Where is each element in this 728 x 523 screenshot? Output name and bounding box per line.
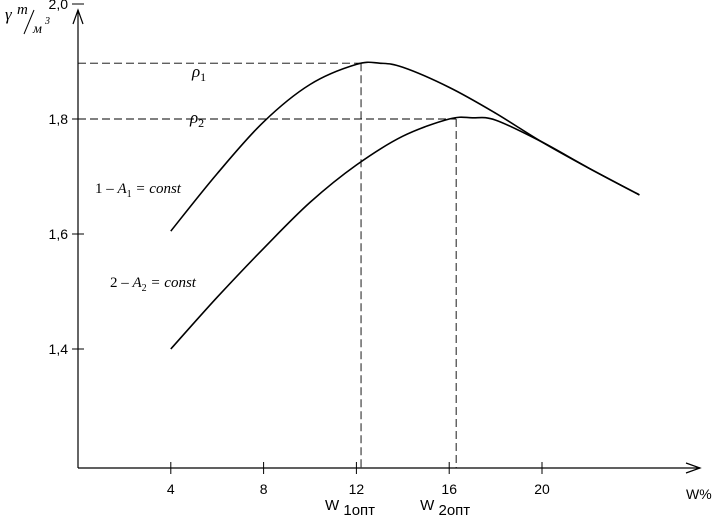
x-tick-label-12: 12 [349, 481, 365, 497]
y-tick-label-1,6: 1,6 [49, 226, 69, 242]
y-axis-unit-slash [23, 9, 35, 35]
x-axis-label: W% [686, 486, 712, 502]
peak-label-rho-1: ρ1 [191, 62, 206, 84]
y-axis-arrow [72, 8, 84, 25]
y-axis-unit-exponent: 3 [44, 16, 50, 27]
x-tick-label-8: 8 [260, 481, 268, 497]
y-tick-label-1,8: 1,8 [49, 111, 69, 127]
ticks: 4 8 12 16 20 1,4 1,6 1,8 2,0 [49, 0, 550, 497]
series-2-label: 2 – A2 = const [110, 275, 197, 294]
axes [72, 8, 702, 474]
guides [78, 62, 457, 468]
optimum-1-label: W 1опт [325, 497, 375, 519]
optimum-2-label: W 2опт [420, 497, 470, 519]
labels: W% γ т м 3 ρ1 ρ2 1 – A1 = const 2 – A2 = co… [5, 2, 712, 519]
y-tick-label-1,4: 1,4 [49, 341, 69, 357]
x-tick-label-16: 16 [441, 481, 457, 497]
y-axis-label: γ т м 3 [5, 2, 50, 37]
curves [170, 61, 640, 350]
x-tick-label-4: 4 [167, 481, 175, 497]
series-2-line [170, 116, 640, 350]
x-axis-arrow [685, 462, 702, 474]
peak-label-rho-2: ρ2 [189, 108, 204, 130]
y-axis-unit-denominator: м [32, 22, 42, 37]
series-1-label: 1 – A1 = const [95, 181, 182, 200]
y-axis-unit-numerator: т [17, 2, 28, 18]
series-1-line [170, 61, 640, 232]
x-tick-label-20: 20 [534, 481, 550, 497]
y-tick-label-2,0: 2,0 [49, 0, 69, 12]
y-axis-gamma: γ [5, 5, 13, 24]
